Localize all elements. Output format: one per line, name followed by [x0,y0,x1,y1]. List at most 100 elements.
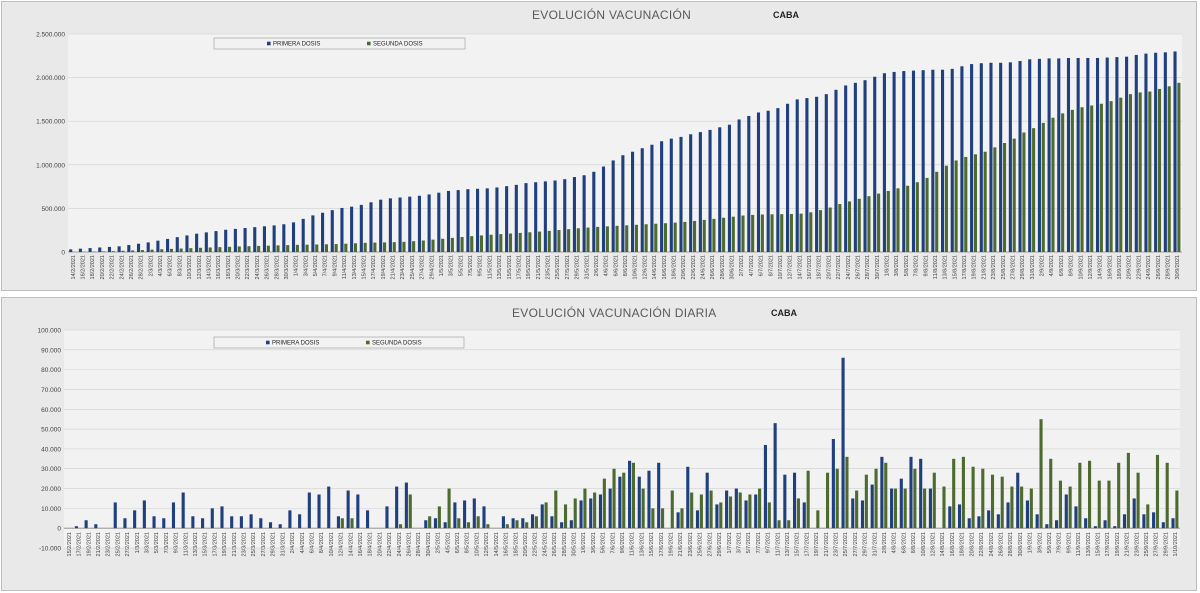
x-tick-label: 19/4/2021 [381,255,387,279]
bar-primera-dosis [446,190,451,252]
x-tick-label: 23/7/2021 [834,532,840,556]
x-tick-label: 14/3/2021 [206,255,212,279]
bar-segunda-dosis [702,219,706,252]
x-tick-label: 10/6/2021 [633,255,639,279]
x-tick-label: 28/3/2021 [274,255,280,279]
bar-primera-dosis [598,494,603,529]
x-tick-label: 14/7/2021 [797,255,803,279]
x-tick-label: 24/7/2021 [846,255,852,279]
bar-segunda-dosis [1109,101,1113,252]
bar-segunda-dosis [777,520,781,529]
y-tick-label: 10.000 [41,506,61,513]
legend-box [213,37,466,50]
bar-segunda-dosis [964,156,968,252]
bar-primera-dosis [191,516,195,529]
x-tick-label: 24/9/2021 [1146,255,1152,279]
x-tick-label: 26/5/2021 [552,532,558,556]
bar-primera-dosis [1142,514,1146,529]
bar-primera-dosis [628,460,632,529]
bar-primera-dosis [1028,59,1032,252]
x-tick-label: 22/7/2021 [836,255,842,279]
bar-segunda-dosis [903,488,907,529]
x-tick-label: 28/5/2021 [562,532,568,556]
bar-primera-dosis [356,494,360,529]
bar-segunda-dosis [208,247,212,252]
bar-primera-dosis [747,115,751,252]
legend-swatch-segunda [367,41,371,46]
bar-primera-dosis [268,522,273,529]
bar-primera-dosis [727,124,731,252]
bar-segunda-dosis [557,230,561,252]
bar-segunda-dosis [683,221,687,252]
x-tick-label: 14/4/2021 [348,532,354,556]
bar-primera-dosis [404,482,408,529]
bar-segunda-dosis [1136,472,1140,529]
x-tick-label: 14/8/2021 [940,532,946,556]
bar-primera-dosis [892,71,896,253]
bar-primera-dosis [582,175,586,252]
y-tick-label: 70.000 [41,387,61,394]
bar-primera-dosis [860,500,865,529]
bar-primera-dosis [443,522,447,529]
x-tick-label: 19/7/2021 [814,532,820,556]
bar-primera-dosis [307,492,311,529]
bar-segunda-dosis [518,232,522,252]
bar-primera-dosis [117,246,121,252]
x-tick-label: 26/6/2021 [710,255,716,279]
bar-primera-dosis [340,207,344,252]
y-tick-label: 60.000 [41,407,61,414]
bar-primera-dosis [795,99,799,253]
x-tick-label: 14/5/2021 [494,532,500,556]
bar-primera-dosis [1055,520,1059,529]
bar-segunda-dosis [257,245,261,252]
bar-segunda-dosis [305,244,309,252]
x-tick-label: 7/3/2021 [164,532,170,553]
bar-primera-dosis [669,138,673,252]
x-tick-label: 31/5/2021 [584,255,590,279]
bar-primera-dosis [631,151,635,252]
x-tick-label: 17/9/2021 [1105,532,1111,556]
bar-primera-dosis [734,488,738,529]
bar-segunda-dosis [1175,490,1179,529]
x-tick-label: 16/6/2021 [662,255,668,279]
legend-swatch-primera [266,340,270,345]
bar-primera-dosis [647,470,651,529]
bar-primera-dosis [805,98,809,252]
x-tick-label: 27/5/2021 [565,255,571,279]
x-tick-label: 16/9/2021 [1107,255,1113,279]
x-tick-label: 26/7/2021 [855,255,861,279]
bar-segunda-dosis [923,488,927,529]
bar-primera-dosis [156,240,160,252]
bar-segunda-dosis [855,490,859,529]
bar-segunda-dosis [544,502,548,529]
bar-primera-dosis [948,506,952,529]
bar-segunda-dosis [1080,107,1084,252]
bar-segunda-dosis [392,242,396,252]
x-tick-label: 25/2/2021 [115,532,121,556]
bar-primera-dosis [950,68,954,252]
bar-segunda-dosis [586,227,590,252]
bar-segunda-dosis [983,151,987,252]
x-tick-label: 20/5/2021 [523,532,529,556]
bar-segunda-dosis [719,502,723,529]
bar-primera-dosis [970,64,974,252]
bar-segunda-dosis [680,508,684,529]
bar-primera-dosis [686,466,690,529]
bar-segunda-dosis [160,249,164,252]
x-tick-label: 4/3/2021 [158,255,164,276]
bar-segunda-dosis [363,242,367,252]
x-tick-label: 1/9/2021 [1028,532,1034,553]
bar-primera-dosis [456,190,460,252]
x-tick-label: 3/8/2021 [894,255,900,276]
bar-segunda-dosis [990,474,995,529]
bar-primera-dosis [1018,61,1022,252]
y-tick-label: 100.000 [38,328,62,335]
bar-primera-dosis [679,136,683,252]
bar-segunda-dosis [466,522,471,529]
cumulative-chart-title: EVOLUCIÓN VACUNACIÓN [532,8,692,22]
bar-segunda-dosis [1088,460,1092,529]
x-tick-label: 24/2/2021 [119,255,125,279]
bar-segunda-dosis [1155,454,1160,529]
bar-segunda-dosis [722,217,726,252]
x-tick-label: 6/5/2021 [455,532,461,553]
